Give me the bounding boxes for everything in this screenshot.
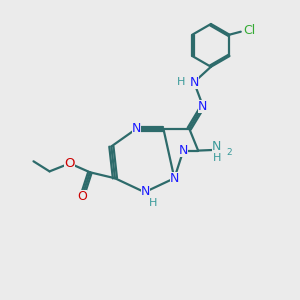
Text: N: N [178,144,188,157]
Text: N: N [189,76,199,89]
Text: 2: 2 [227,148,232,157]
Text: N: N [212,140,222,153]
Text: H: H [149,198,157,208]
Text: N: N [170,172,179,185]
Text: N: N [132,122,141,135]
Text: O: O [64,157,75,170]
Text: N: N [198,100,208,112]
Text: O: O [77,190,87,202]
Text: H: H [213,153,221,163]
Text: Cl: Cl [243,24,255,37]
Text: H: H [176,76,185,87]
Text: N: N [141,185,150,198]
